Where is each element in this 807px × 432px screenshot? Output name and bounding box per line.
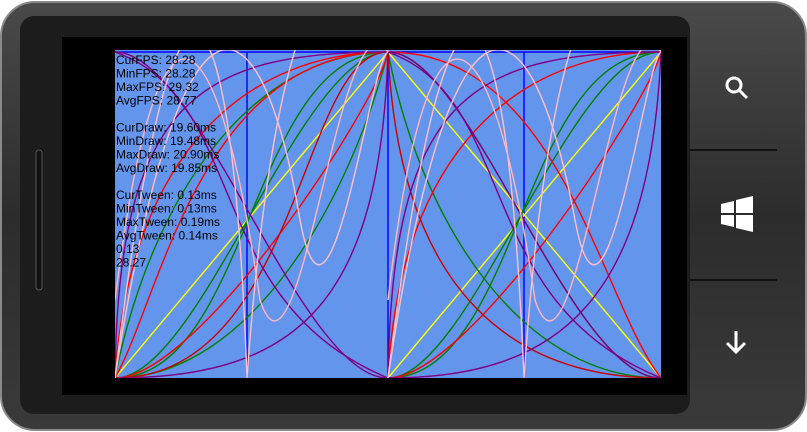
start-button[interactable] (721, 196, 753, 232)
side-slot (35, 149, 43, 291)
stat-line: AvgTween: 0.14ms (116, 229, 218, 243)
stat-line: 0.13 (116, 242, 140, 256)
stat-line: CurTween: 0.13ms (116, 188, 217, 202)
back-button[interactable] (725, 331, 747, 355)
stat-line: MaxDraw: 20.90ms (116, 148, 219, 162)
stat-line: MaxFPS: 29.32 (116, 80, 199, 94)
stat-line: MinDraw: 19.48ms (116, 134, 216, 148)
stat-line: CurDraw: 19.60ms (116, 121, 216, 135)
stat-line: MinFPS: 28.28 (116, 67, 196, 81)
tween-curves (115, 50, 661, 378)
stat-line: 28.27 (116, 256, 146, 270)
stat-line: MaxTween: 0.19ms (116, 215, 220, 229)
stat-line: MinTween: 0.13ms (116, 202, 217, 216)
stats-overlay: CurFPS: 28.28 MinFPS: 28.28 MaxFPS: 29.3… (116, 53, 220, 270)
stat-line: AvgDraw: 19.85ms (116, 161, 217, 175)
stat-line: CurFPS: 28.28 (116, 53, 196, 67)
stat-line: AvgFPS: 28.77 (116, 94, 197, 108)
search-button[interactable] (725, 76, 749, 100)
